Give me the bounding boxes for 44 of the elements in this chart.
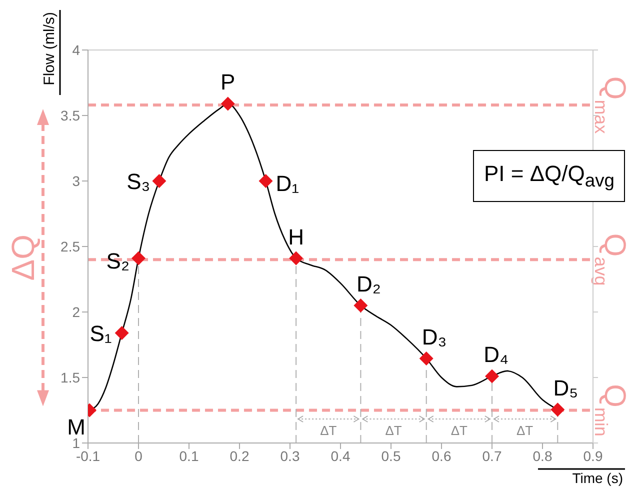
point xyxy=(354,298,368,312)
y-tick-label: 3 xyxy=(72,172,80,189)
point xyxy=(485,369,499,384)
annotation: D₂ xyxy=(356,271,381,296)
annotation: S₃ xyxy=(126,169,150,194)
y-tick-label: 2.5 xyxy=(60,238,80,254)
annotation: S₂ xyxy=(106,248,130,274)
x-tick-label: 0.9 xyxy=(583,448,603,464)
x-tick-label: 0.2 xyxy=(230,448,250,464)
annotation: D₃ xyxy=(422,324,447,350)
point xyxy=(114,326,129,340)
x-tick-label: 0.4 xyxy=(330,448,350,464)
x-tick-label: 0 xyxy=(134,448,143,464)
point xyxy=(152,174,166,188)
point xyxy=(289,251,304,266)
annotation: P xyxy=(220,70,236,95)
y-axis-title: Flow (ml/s) xyxy=(41,12,58,86)
text: ΔQ xyxy=(5,234,41,281)
y-tick-label: 2 xyxy=(72,304,80,320)
annotation: ΔT xyxy=(516,423,534,438)
x-tick-label: 0.6 xyxy=(432,448,452,464)
point xyxy=(419,352,434,366)
x-tick-label: 0.3 xyxy=(280,448,300,464)
point xyxy=(220,96,235,111)
x-tick-label: 0.8 xyxy=(532,448,552,464)
point xyxy=(550,402,565,417)
annotation: D₅ xyxy=(553,376,578,401)
point xyxy=(132,251,146,266)
y-tick-label: 4 xyxy=(72,42,80,58)
x-tick-label: 0.1 xyxy=(179,448,199,464)
y-tick-label: 1.5 xyxy=(60,369,80,386)
y-tick-label: 3.5 xyxy=(60,107,80,124)
annotation: H xyxy=(288,224,304,250)
annotation: D₄ xyxy=(484,342,508,368)
x-tick-label: 0.7 xyxy=(482,448,502,464)
x-tick-label: 0.5 xyxy=(381,448,401,464)
annotation: ΔT xyxy=(450,423,468,438)
annotation: D₁ xyxy=(276,171,300,196)
point xyxy=(258,174,273,188)
annotation: S₁ xyxy=(90,320,112,346)
x-axis-title: Time (s) xyxy=(572,470,623,486)
annotation: PI = ΔQ/Q$_{avg}$ xyxy=(473,150,626,202)
annotation: ΔT xyxy=(320,423,337,438)
annotation: ΔT xyxy=(385,423,402,438)
